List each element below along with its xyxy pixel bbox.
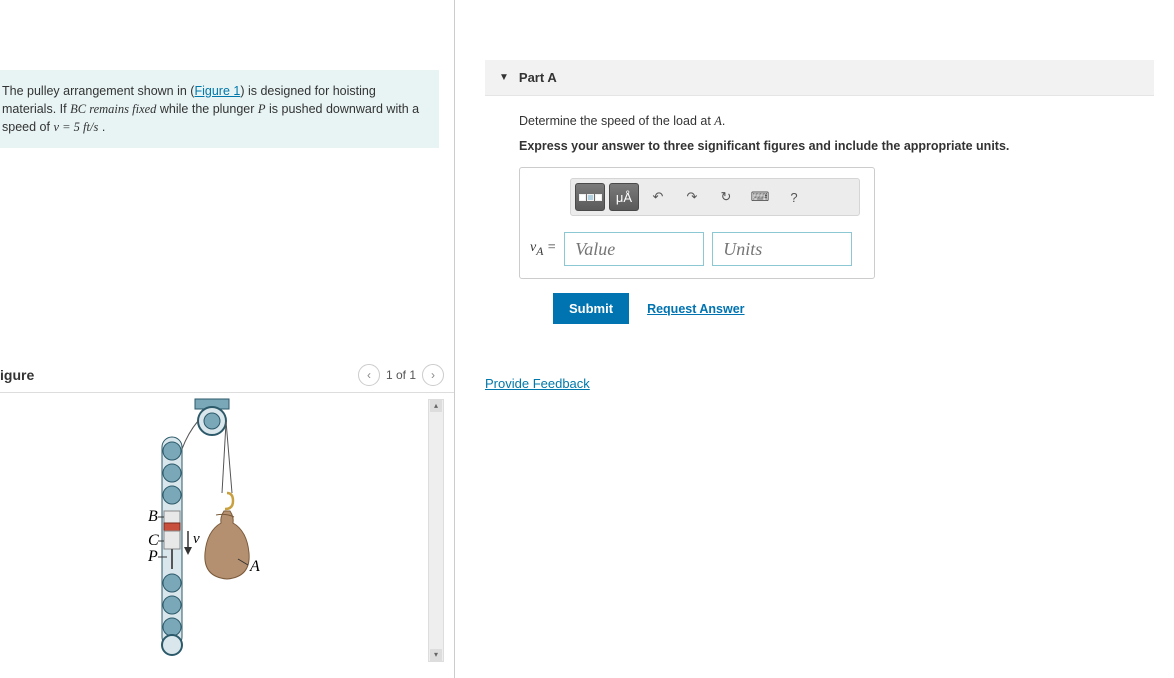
- label-A: A: [249, 558, 260, 575]
- problem-statement: The pulley arrangement shown in (Figure …: [0, 70, 439, 148]
- redo-button[interactable]: ↷: [677, 183, 707, 211]
- figure-body: B C P v A ▴ ▾: [0, 393, 454, 668]
- answer-box: μÅ ↶ ↷ ↻ ⌨ ? vA =: [519, 167, 875, 279]
- provide-feedback-link[interactable]: Provide Feedback: [485, 376, 590, 391]
- keyboard-button[interactable]: ⌨: [745, 183, 775, 211]
- submit-button[interactable]: Submit: [553, 293, 629, 324]
- label-v: v: [193, 531, 200, 547]
- figure-header: igure ‹ 1 of 1 ›: [0, 358, 454, 393]
- figure-title: igure: [0, 367, 34, 383]
- part-a-header[interactable]: ▼ Part A: [485, 60, 1154, 96]
- collapse-icon: ▼: [499, 72, 509, 83]
- figure-scrollbar[interactable]: ▴ ▾: [428, 399, 444, 662]
- request-answer-link[interactable]: Request Answer: [647, 302, 744, 316]
- figure-counter: 1 of 1: [386, 368, 416, 382]
- pulley-diagram: B C P v A: [0, 393, 420, 668]
- figure-next-button[interactable]: ›: [422, 364, 444, 386]
- figure-link[interactable]: Figure 1: [194, 84, 240, 98]
- value-input[interactable]: [564, 232, 704, 266]
- part-a-title: Part A: [519, 70, 557, 85]
- units-symbol-button[interactable]: μÅ: [609, 183, 639, 211]
- reset-button[interactable]: ↻: [711, 183, 741, 211]
- templates-button[interactable]: [575, 183, 605, 211]
- label-B: B: [148, 508, 158, 525]
- va-label: vA =: [530, 240, 556, 258]
- instruction-2: Express your answer to three significant…: [519, 139, 1154, 153]
- help-button[interactable]: ?: [779, 183, 809, 211]
- instruction-1: Determine the speed of the load at A.: [519, 114, 1154, 129]
- answer-toolbar: μÅ ↶ ↷ ↻ ⌨ ?: [570, 178, 860, 216]
- undo-button[interactable]: ↶: [643, 183, 673, 211]
- problem-text: The pulley arrangement shown in (: [2, 84, 194, 98]
- label-P: P: [147, 548, 158, 565]
- label-C: C: [148, 532, 159, 549]
- figure-prev-button[interactable]: ‹: [358, 364, 380, 386]
- units-input[interactable]: [712, 232, 852, 266]
